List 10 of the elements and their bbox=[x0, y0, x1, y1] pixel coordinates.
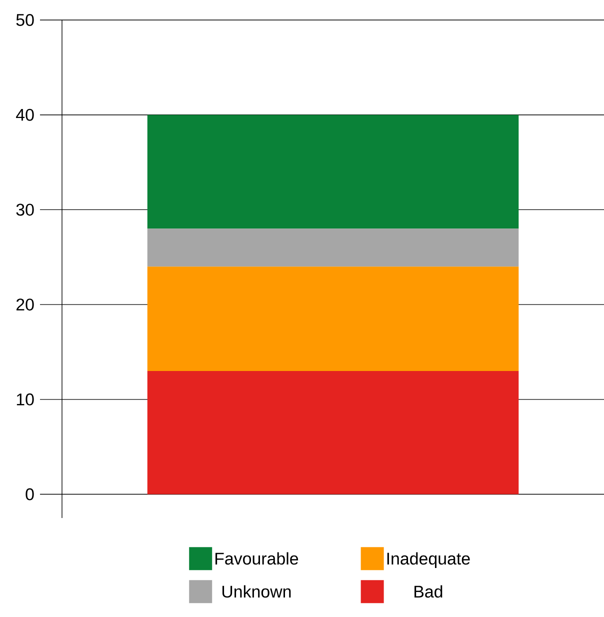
y-tick-label: 10 bbox=[16, 393, 34, 406]
y-tick-label: 20 bbox=[16, 298, 34, 311]
legend-label: Bad bbox=[414, 585, 442, 598]
y-tick-label: 0 bbox=[26, 488, 34, 500]
legend-label: Favourable bbox=[215, 552, 298, 565]
y-tick-label: 50 bbox=[16, 14, 34, 26]
y-tick-label: 30 bbox=[16, 204, 34, 216]
y-tick-label: 40 bbox=[16, 108, 34, 121]
legend-label: Unknown bbox=[222, 585, 291, 598]
legend-label: Inadequate bbox=[387, 552, 470, 568]
